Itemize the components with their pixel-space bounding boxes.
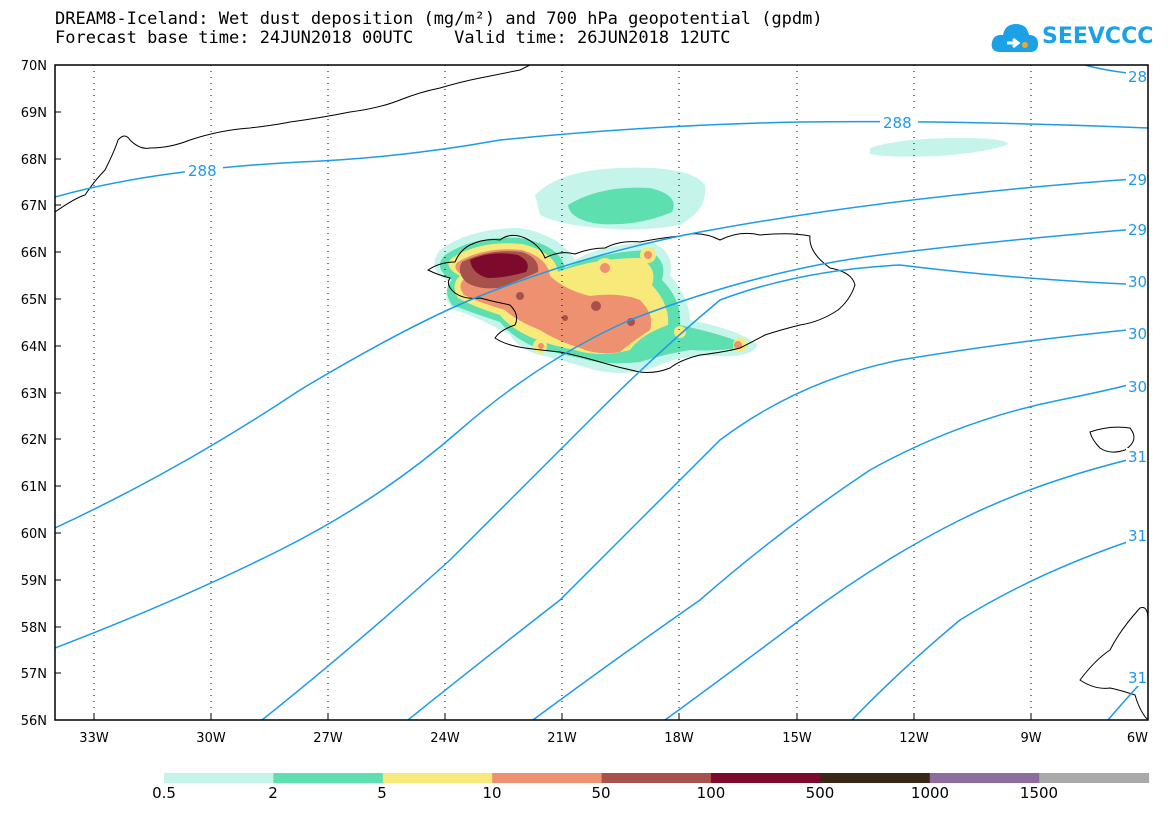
legend-label: 500 (806, 784, 835, 802)
legend-label: 0.5 (152, 784, 176, 802)
lat-label: 58N (21, 621, 47, 636)
lat-label: 69N (21, 106, 47, 121)
map-subtitle: Forecast base time: 24JUN2018 00UTC Vali… (55, 28, 731, 48)
lat-label: 65N (21, 293, 47, 308)
contour-label: 31 (1128, 527, 1147, 545)
lat-label: 63N (21, 387, 47, 402)
lon-label: 21W (547, 731, 577, 746)
contour-label: 30 (1128, 273, 1147, 291)
contour-label: 29 (1128, 171, 1147, 189)
legend-label: 5 (377, 784, 387, 802)
contour-label: 288 (883, 114, 912, 132)
greenland-coast (55, 65, 531, 213)
coastlines (55, 65, 1148, 720)
contour-label: 30 (1128, 378, 1147, 396)
logo-text: SEEVCCC (1042, 24, 1154, 49)
legend-label: 2 (268, 784, 278, 802)
lat-label: 60N (21, 527, 47, 542)
cloud-icon (991, 24, 1038, 52)
contour-labels: 288 288 28 29 29 30 30 30 31 31 31 (185, 66, 1148, 687)
lon-label: 27W (313, 731, 343, 746)
map-title: DREAM8-Iceland: Wet dust deposition (mg/… (55, 9, 823, 29)
legend-swatch (382, 773, 493, 783)
grid-lines (93, 65, 1032, 720)
color-legend: 0.5 2 5 10 50 100 500 1000 1500 (152, 773, 1150, 802)
lon-label: 30W (196, 731, 226, 746)
contour-label: 28 (1128, 68, 1147, 86)
legend-label: 1500 (1020, 784, 1058, 802)
lat-label: 61N (21, 480, 47, 495)
lon-label: 6W (1127, 731, 1148, 746)
scotland-coast (1079, 607, 1148, 720)
contour-label: 31 (1128, 669, 1147, 687)
lon-label: 12W (899, 731, 929, 746)
lon-label: 9W (1020, 731, 1041, 746)
legend-swatch (273, 773, 384, 783)
latitude-axis: 70N 69N 68N 67N 66N 65N 64N 63N 62N 61N … (21, 59, 61, 729)
lat-label: 56N (21, 714, 47, 729)
legend-label: 50 (591, 784, 610, 802)
lon-label: 24W (430, 731, 460, 746)
faroe-coast (1089, 426, 1135, 453)
lat-label: 70N (21, 59, 47, 74)
legend-label: 10 (482, 784, 501, 802)
legend-label: 100 (697, 784, 726, 802)
legend-swatch (164, 773, 274, 783)
dust-deposition-field (434, 138, 1008, 374)
geopotential-contours (55, 65, 1148, 720)
legend-bar (164, 773, 1150, 783)
lon-label: 33W (79, 731, 109, 746)
seevccc-logo: SEEVCCC (990, 16, 1154, 58)
legend-swatch (711, 773, 821, 783)
lat-label: 62N (21, 433, 47, 448)
lat-label: 67N (21, 199, 47, 214)
legend-label: 1000 (911, 784, 949, 802)
lat-label: 66N (21, 246, 47, 261)
longitude-axis: 33W 30W 27W 24W 21W 18W 15W 12W 9W 6W (79, 714, 1149, 746)
contour-label: 31 (1128, 448, 1147, 466)
lat-label: 68N (21, 153, 47, 168)
legend-swatch (601, 773, 712, 783)
iceland-coast (427, 232, 856, 373)
legend-swatch (929, 773, 1040, 783)
legend-swatch (1039, 773, 1150, 783)
lat-label: 64N (21, 340, 47, 355)
contour-label: 29 (1128, 221, 1147, 239)
legend-swatch (820, 773, 931, 783)
contour-label: 288 (188, 162, 217, 180)
lon-label: 18W (664, 731, 694, 746)
lon-label: 15W (782, 731, 812, 746)
lat-label: 57N (21, 667, 47, 682)
legend-swatch (492, 773, 603, 783)
lat-label: 59N (21, 574, 47, 589)
contour-label: 30 (1128, 325, 1147, 343)
